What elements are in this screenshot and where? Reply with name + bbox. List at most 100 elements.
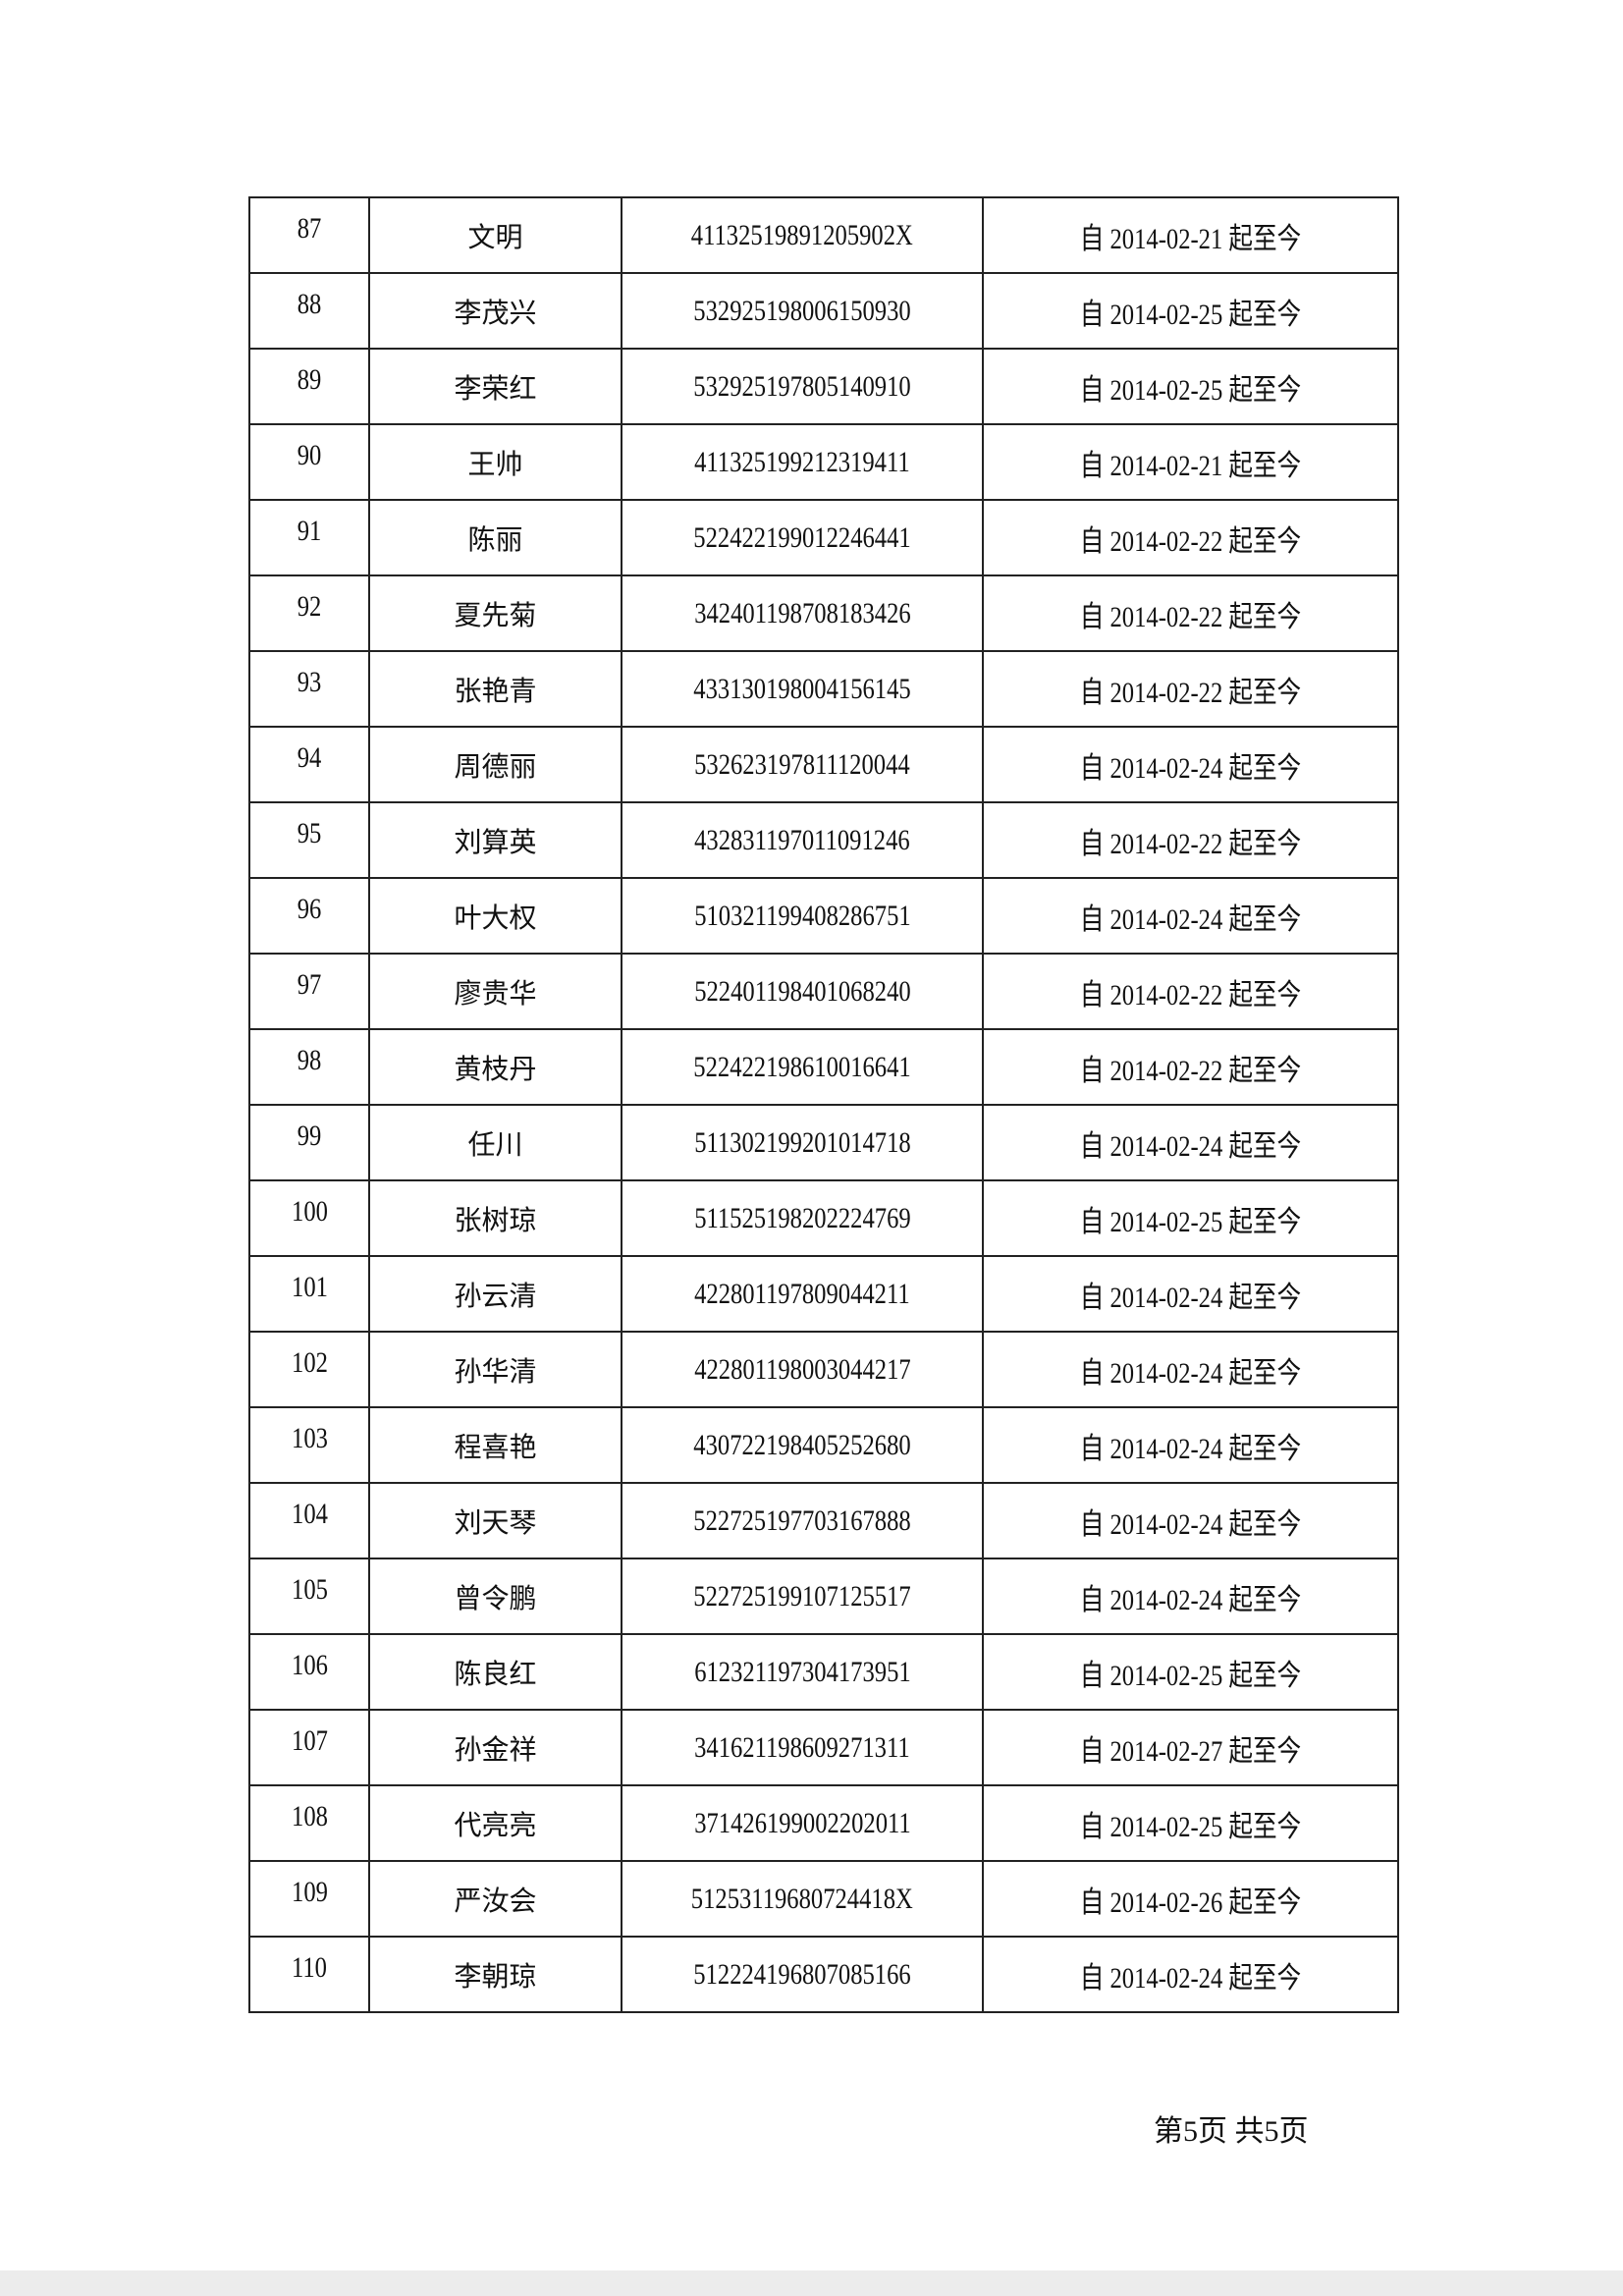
row-number: 99 xyxy=(297,1120,322,1152)
period: 自 2014-02-24 起至今 xyxy=(1079,1356,1302,1390)
id-number: 512224196807085166 xyxy=(693,1957,911,1991)
row-number: 110 xyxy=(291,1951,327,1984)
person-name: 李茂兴 xyxy=(454,296,537,329)
period: 自 2014-02-22 起至今 xyxy=(1079,978,1302,1011)
row-number-cell: 89 xyxy=(248,348,370,425)
row-number: 96 xyxy=(297,893,322,925)
period: 自 2014-02-24 起至今 xyxy=(1079,1507,1302,1541)
person-name-cell: 廖贵华 xyxy=(368,953,622,1030)
person-name-cell: 陈丽 xyxy=(368,499,622,576)
id-number: 532925197805140910 xyxy=(693,369,911,403)
row-number: 88 xyxy=(297,288,322,320)
table-row: 92 夏先菊 342401198708183426 自 2014-02-22 起至今 xyxy=(248,574,1399,652)
period-cell: 自 2014-02-26 起至今 xyxy=(982,1860,1399,1938)
period-cell: 自 2014-02-21 起至今 xyxy=(982,196,1399,274)
table-row: 109 严汝会 51253119680724418X 自 2014-02-26 起至今 xyxy=(248,1860,1399,1938)
row-number-cell: 97 xyxy=(248,953,370,1030)
person-name: 曾令鹏 xyxy=(454,1581,537,1614)
row-number: 91 xyxy=(297,515,322,547)
period-cell: 自 2014-02-24 起至今 xyxy=(982,1936,1399,2013)
table-row: 97 廖贵华 522401198401068240 自 2014-02-22 起至今 xyxy=(248,953,1399,1030)
id-number: 522725197703167888 xyxy=(693,1503,911,1537)
id-number: 422801198003044217 xyxy=(693,1352,911,1386)
id-number: 41132519891205902X xyxy=(691,218,913,251)
period-cell: 自 2014-02-24 起至今 xyxy=(982,1482,1399,1559)
person-name: 文明 xyxy=(467,220,523,253)
period: 自 2014-02-22 起至今 xyxy=(1079,600,1302,633)
table-row: 103 程喜艳 430722198405252680 自 2014-02-24 起至今 xyxy=(248,1406,1399,1484)
table-row: 98 黄枝丹 522422198610016641 自 2014-02-22 起至今 xyxy=(248,1028,1399,1106)
id-number: 511302199201014718 xyxy=(693,1125,911,1159)
id-number-cell: 51253119680724418X xyxy=(621,1860,984,1938)
id-number: 430722198405252680 xyxy=(693,1428,911,1461)
person-name-cell: 曾令鹏 xyxy=(368,1558,622,1635)
person-name: 严汝会 xyxy=(454,1884,537,1917)
person-name: 叶大权 xyxy=(454,901,537,934)
period-cell: 自 2014-02-24 起至今 xyxy=(982,1558,1399,1635)
row-number: 89 xyxy=(297,363,322,396)
table-row: 89 李荣红 532925197805140910 自 2014-02-25 起至今 xyxy=(248,348,1399,425)
table-row: 100 张树琼 511525198202224769 自 2014-02-25 起至今 xyxy=(248,1179,1399,1257)
id-number-cell: 41132519891205902X xyxy=(621,196,984,274)
id-number-cell: 341621198609271311 xyxy=(621,1709,984,1786)
id-number: 51253119680724418X xyxy=(691,1882,913,1915)
person-name: 陈良红 xyxy=(454,1657,537,1690)
row-number: 100 xyxy=(291,1195,328,1228)
period-cell: 自 2014-02-22 起至今 xyxy=(982,650,1399,728)
id-number: 411325199212319411 xyxy=(694,445,910,478)
person-name-cell: 张树琼 xyxy=(368,1179,622,1257)
period-cell: 自 2014-02-22 起至今 xyxy=(982,1028,1399,1106)
period: 自 2014-02-25 起至今 xyxy=(1079,1205,1302,1238)
person-name: 李荣红 xyxy=(454,371,537,405)
table-row: 106 陈良红 612321197304173951 自 2014-02-25 起至今 xyxy=(248,1633,1399,1711)
table-row: 93 张艳青 433130198004156145 自 2014-02-22 起至今 xyxy=(248,650,1399,728)
table-row: 90 王帅 411325199212319411 自 2014-02-21 起至今 xyxy=(248,423,1399,501)
table-row: 101 孙云清 422801197809044211 自 2014-02-24 起至今 xyxy=(248,1255,1399,1333)
person-name-cell: 孙金祥 xyxy=(368,1709,622,1786)
id-number-cell: 511302199201014718 xyxy=(621,1104,984,1181)
person-name: 张艳青 xyxy=(454,674,537,707)
period: 自 2014-02-24 起至今 xyxy=(1079,1583,1302,1616)
person-name-cell: 李朝琼 xyxy=(368,1936,622,2013)
id-number: 511525198202224769 xyxy=(693,1201,911,1234)
id-number-cell: 511525198202224769 xyxy=(621,1179,984,1257)
period-cell: 自 2014-02-25 起至今 xyxy=(982,1633,1399,1711)
table-row: 88 李茂兴 532925198006150930 自 2014-02-25 起至今 xyxy=(248,272,1399,350)
table-row: 95 刘算英 432831197011091246 自 2014-02-22 起至今 xyxy=(248,801,1399,879)
period-cell: 自 2014-02-24 起至今 xyxy=(982,1331,1399,1408)
row-number-cell: 107 xyxy=(248,1709,370,1786)
period: 自 2014-02-26 起至今 xyxy=(1079,1886,1302,1919)
table-row: 102 孙华清 422801198003044217 自 2014-02-24 起至今 xyxy=(248,1331,1399,1408)
id-number: 422801197809044211 xyxy=(694,1277,910,1310)
id-number: 522401198401068240 xyxy=(693,974,911,1008)
id-number: 371426199002202011 xyxy=(693,1806,911,1839)
person-name: 刘算英 xyxy=(454,825,537,858)
person-name-cell: 任川 xyxy=(368,1104,622,1181)
id-number-cell: 532623197811120044 xyxy=(621,726,984,803)
person-name-cell: 王帅 xyxy=(368,423,622,501)
id-number-cell: 522401198401068240 xyxy=(621,953,984,1030)
row-number: 103 xyxy=(291,1422,328,1454)
person-name: 任川 xyxy=(467,1127,523,1161)
period: 自 2014-02-25 起至今 xyxy=(1079,1810,1302,1843)
person-name-cell: 文明 xyxy=(368,196,622,274)
table-row: 96 叶大权 510321199408286751 自 2014-02-24 起至今 xyxy=(248,877,1399,955)
period: 自 2014-02-24 起至今 xyxy=(1079,1961,1302,1995)
row-number-cell: 101 xyxy=(248,1255,370,1333)
table-row: 105 曾令鹏 522725199107125517 自 2014-02-24 起至今 xyxy=(248,1558,1399,1635)
id-number: 432831197011091246 xyxy=(694,823,910,856)
row-number-cell: 100 xyxy=(248,1179,370,1257)
id-number-cell: 522725199107125517 xyxy=(621,1558,984,1635)
table-row: 108 代亮亮 371426199002202011 自 2014-02-25 起至今 xyxy=(248,1784,1399,1862)
person-name-cell: 刘天琴 xyxy=(368,1482,622,1559)
row-number: 107 xyxy=(291,1724,328,1757)
period-cell: 自 2014-02-22 起至今 xyxy=(982,499,1399,576)
id-number-cell: 432831197011091246 xyxy=(621,801,984,879)
period-cell: 自 2014-02-24 起至今 xyxy=(982,1104,1399,1181)
row-number: 101 xyxy=(291,1271,328,1303)
scan-edge xyxy=(0,2270,1623,2296)
table-row: 107 孙金祥 341621198609271311 自 2014-02-27 起至今 xyxy=(248,1709,1399,1786)
records-table: 87 文明 41132519891205902X 自 2014-02-21 起至今 88… xyxy=(248,196,1399,2013)
row-number: 93 xyxy=(297,666,322,698)
row-number: 105 xyxy=(291,1573,328,1606)
